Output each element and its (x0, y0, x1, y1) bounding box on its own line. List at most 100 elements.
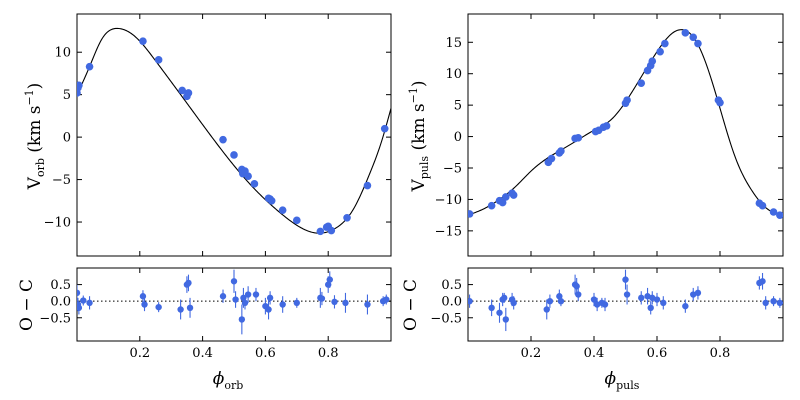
data-point (219, 135, 227, 144)
data-point (380, 124, 389, 133)
data-point (498, 198, 507, 207)
residual-point (383, 296, 390, 303)
panel-frame (467, 267, 784, 342)
residual-point (502, 316, 509, 323)
y-tick-label: −10 (435, 193, 462, 208)
data-point (85, 62, 94, 71)
residual-point (185, 279, 192, 287)
x-tick-label: 0.4 (584, 346, 605, 361)
y-tick-label: 0 (454, 130, 462, 145)
puls-xlabel: ϕpuls (605, 369, 640, 392)
residual-point (139, 293, 147, 300)
residual-point (177, 306, 184, 313)
residual-point (488, 304, 495, 312)
y-tick-label: 10 (445, 67, 462, 82)
residual-point (622, 276, 629, 283)
orb-resid-ylabel: O − C (17, 279, 37, 331)
y-tick-label: 5 (63, 88, 71, 103)
x-tick-label: 0.4 (192, 346, 213, 361)
plot-area (468, 269, 783, 332)
residual-point (80, 297, 87, 304)
orb-xlabel: ϕorb (213, 369, 244, 392)
data-point (230, 151, 238, 159)
panel-frame (467, 13, 784, 257)
plot-area (77, 27, 391, 236)
residual-point (557, 297, 565, 305)
model-curve (468, 29, 783, 216)
y-tick-label: −0.5 (430, 311, 462, 326)
orb-ylabel: Vorb (km s−1) (23, 83, 47, 191)
data-point (694, 39, 702, 48)
residual-point (575, 291, 582, 298)
residual-point (342, 299, 349, 307)
residual-point (232, 296, 239, 303)
x-tick-label: 0.6 (647, 346, 668, 361)
data-point (637, 79, 646, 87)
y-tick-label: 0 (63, 131, 71, 146)
residual-point (265, 306, 272, 313)
residual-point (238, 316, 246, 323)
pulsational-velocity-panel: −15 −10 −5 0 5 10 15 (435, 13, 784, 257)
residual-point (653, 296, 661, 303)
data-point (250, 180, 259, 188)
residual-point (776, 299, 783, 307)
data-point (648, 57, 657, 65)
model-curve (77, 27, 391, 234)
y-tick-label: 0.0 (441, 295, 462, 310)
residual-point (252, 291, 260, 298)
data-point (178, 86, 186, 95)
data-point (244, 172, 252, 180)
puls-resid-ylabel: O − C (401, 279, 421, 331)
residual-point (590, 296, 598, 303)
x-tick-label: 0.8 (710, 346, 731, 361)
residual-point (186, 304, 194, 312)
residual-point (623, 291, 631, 298)
data-point (278, 206, 287, 214)
y-tick-label: 0.5 (50, 278, 71, 293)
residual-point (468, 297, 473, 305)
y-tick-label: −5 (443, 162, 462, 177)
residual-point (326, 276, 333, 283)
residual-point (364, 301, 371, 308)
residual-point (762, 299, 769, 307)
y-tick-label: −15 (435, 224, 462, 239)
residual-point (241, 299, 249, 307)
residual-point (647, 304, 654, 312)
panel-frame (76, 13, 392, 257)
residual-point (293, 299, 300, 307)
data-point (77, 81, 83, 90)
y-tick-label: 5 (454, 99, 462, 114)
y-tick-label: −0.5 (39, 311, 71, 326)
plot-area (468, 29, 783, 219)
x-tick-label: 0.6 (255, 346, 276, 361)
data-point (661, 39, 669, 48)
residual-point (318, 295, 326, 302)
residual-point (141, 301, 148, 308)
residual-point (230, 278, 238, 285)
data-point (574, 134, 583, 142)
residual-point (496, 309, 503, 316)
residual-point (510, 299, 517, 307)
orbital-velocity-panel: −10 −5 0 5 10 (44, 13, 392, 257)
residual-point (682, 302, 689, 310)
data-point (343, 213, 351, 222)
data-point (602, 122, 611, 130)
x-tick-label: 0.8 (318, 346, 339, 361)
y-tick-label: 10 (54, 46, 71, 61)
data-point (758, 201, 767, 210)
puls-ylabel: Vpuls (km s−1) (407, 80, 431, 192)
data-point (184, 89, 193, 97)
y-tick-label: −10 (44, 216, 71, 231)
residual-point (155, 303, 162, 311)
orbital-residual-panel: 0.2 0.4 0.6 0.8 −0.50.0 0.5 (39, 267, 392, 361)
data-point (293, 216, 301, 225)
data-point (487, 201, 496, 210)
plot-area (77, 269, 391, 335)
data-point (689, 33, 698, 42)
y-tick-label: 0.0 (50, 295, 71, 310)
residual-point (266, 294, 274, 302)
residual-point (279, 301, 286, 308)
residual-point (77, 304, 83, 312)
residual-point (219, 293, 227, 300)
